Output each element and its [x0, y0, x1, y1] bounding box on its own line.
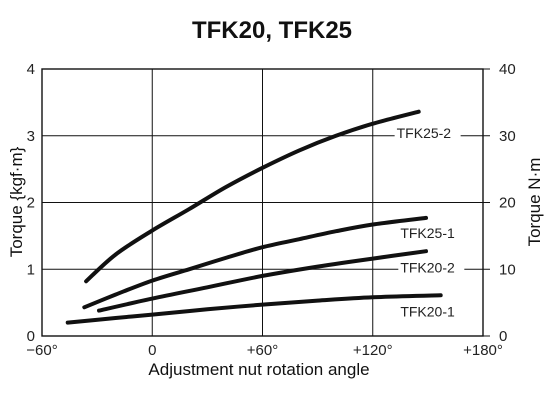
- plot-frame: [41, 68, 484, 337]
- series-labels: TFK25-2 TFK25-1 TFK20-2 TFK20-1: [394, 124, 465, 321]
- y2-tick-label: 40: [499, 61, 516, 78]
- series-label-bg: [398, 303, 465, 321]
- y2-tick-label: 30: [499, 128, 516, 145]
- x-tick-label: 0: [148, 342, 156, 359]
- series-label-tfk20-1: TFK20-1: [400, 304, 455, 320]
- y-tick-label: 3: [27, 128, 35, 145]
- y2-tick-label: 10: [499, 261, 516, 278]
- y-axis-label: Torque {kgf·m}: [7, 146, 26, 257]
- y2-axis-label: Torque N·m: [525, 158, 544, 247]
- y-tick-label: 1: [27, 261, 35, 278]
- series-label-bg: [394, 124, 461, 142]
- series-line-tfk20-1: [65, 293, 443, 325]
- series-label-tfk20-2: TFK20-2: [400, 260, 455, 276]
- y-tick-label: 4: [27, 61, 35, 78]
- series-label-tfk25-1: TFK25-1: [400, 225, 455, 241]
- x-tick-label: +120°: [353, 342, 393, 359]
- series-line-tfk25-1: [82, 215, 428, 310]
- series-label-tfk25-2: TFK25-2: [397, 125, 452, 141]
- chart-title: TFK20, TFK25: [192, 17, 352, 44]
- y-tick-label: 0: [27, 328, 35, 345]
- y2-tick-label: 0: [499, 328, 507, 345]
- y-tick-label: 2: [27, 195, 35, 212]
- series-label-bg: [398, 259, 465, 277]
- x-tick-label: +60°: [247, 342, 278, 359]
- x-tick-label: +180°: [463, 342, 503, 359]
- series-group: [65, 109, 443, 325]
- series-line-tfk25-2: [84, 109, 421, 284]
- x-axis-label: Adjustment nut rotation angle: [148, 360, 369, 379]
- x-tick-label: −60°: [26, 342, 57, 359]
- y2-tick-label: 20: [499, 195, 516, 212]
- series-label-bg: [398, 224, 465, 242]
- series-line-tfk20-2: [97, 249, 428, 313]
